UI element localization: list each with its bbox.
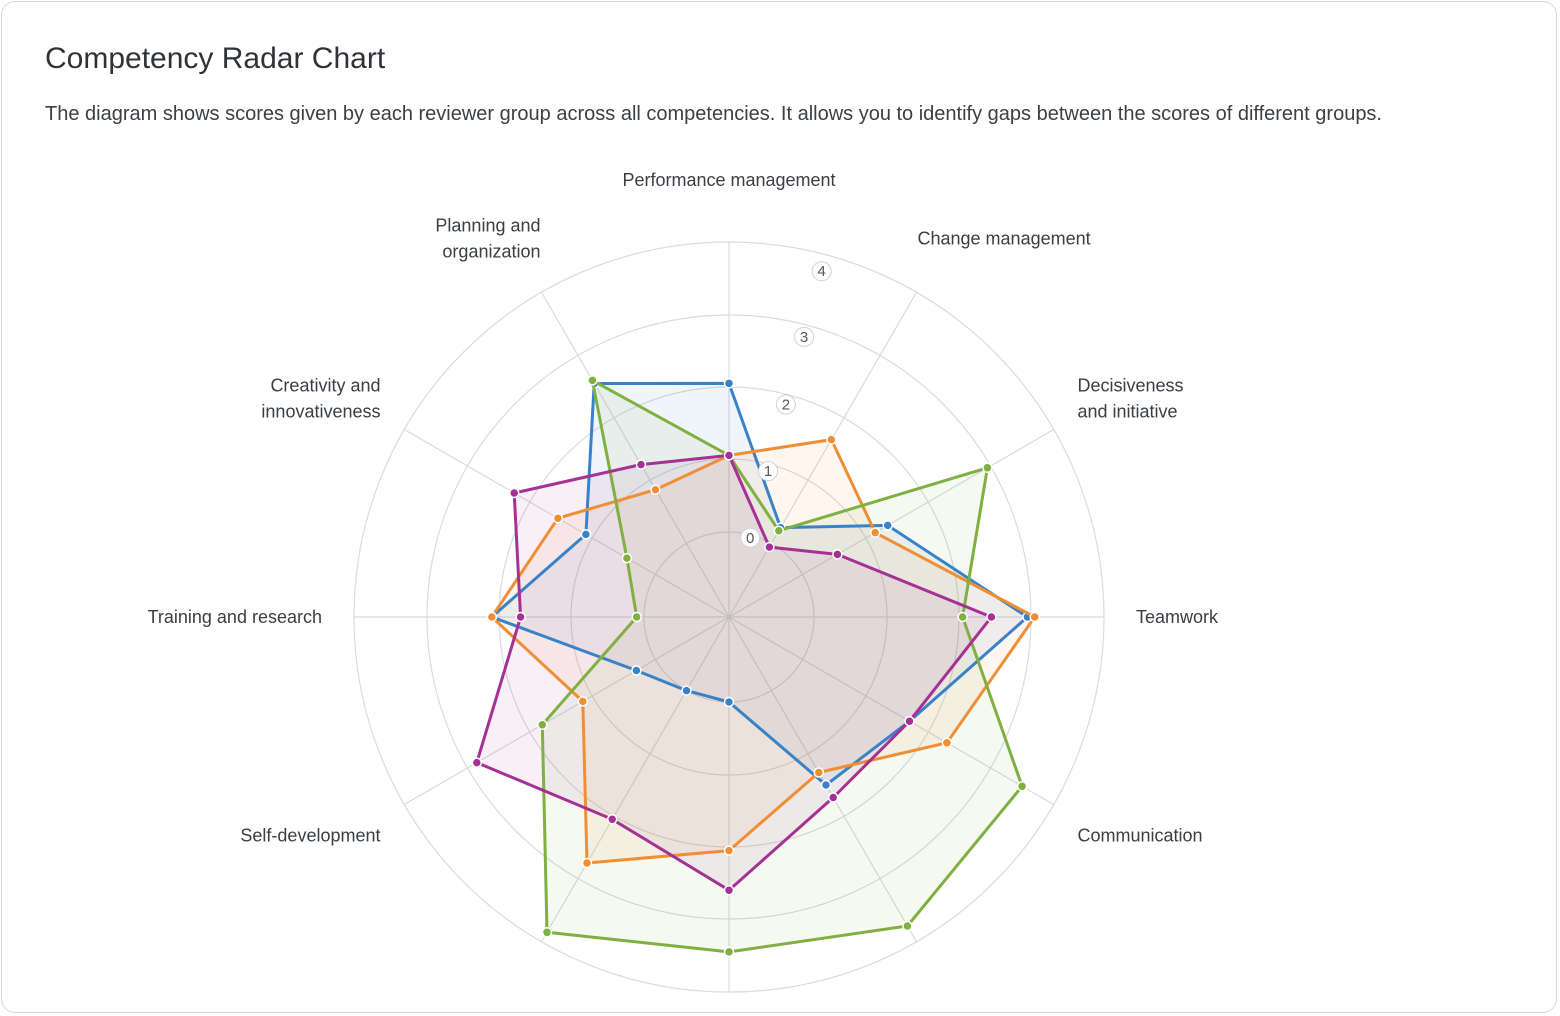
tick-labels: 0 1 2 3 4 — [740, 261, 832, 548]
data-point[interactable] — [986, 611, 997, 623]
axis-spoke — [728, 616, 1055, 806]
data-point[interactable] — [486, 611, 498, 623]
axis-label-5: Communication — [1078, 826, 1203, 846]
data-point[interactable] — [941, 737, 953, 749]
series-area — [476, 455, 992, 891]
series-area — [491, 383, 1028, 785]
tick-label: 1 — [764, 463, 772, 480]
tick-badge — [758, 461, 779, 482]
axis-spoke — [540, 291, 730, 618]
data-point[interactable] — [723, 696, 735, 708]
data-point[interactable] — [773, 525, 785, 536]
data-point[interactable] — [723, 845, 735, 856]
tick-badge — [740, 527, 761, 548]
data-point[interactable] — [1029, 611, 1040, 623]
data-point[interactable] — [882, 520, 893, 531]
data-point[interactable] — [577, 696, 589, 707]
data-point[interactable] — [650, 484, 661, 495]
axis-label-12: organization — [442, 242, 540, 262]
chart-title: Competency Radar Chart — [45, 42, 386, 75]
data-point[interactable] — [723, 450, 735, 461]
axis-label-1: Performance management — [622, 170, 835, 190]
data-point[interactable] — [813, 767, 825, 778]
axis-label-11: Creativity and — [270, 376, 380, 396]
series-2 — [486, 434, 1040, 869]
data-point[interactable] — [902, 920, 913, 932]
axis-label-12: Planning and — [435, 216, 540, 236]
data-point[interactable] — [581, 857, 593, 869]
axis-label-9: Self-development — [240, 826, 380, 846]
data-point[interactable] — [621, 552, 633, 564]
axis-spoke — [403, 428, 730, 618]
axis-label-4: Teamwork — [1136, 607, 1219, 627]
data-point[interactable] — [764, 541, 775, 553]
tick-badge — [811, 261, 832, 282]
chart-description: The diagram shows scores given by each r… — [45, 103, 1382, 125]
data-point[interactable] — [631, 665, 642, 676]
data-point[interactable] — [723, 378, 735, 389]
axis-spoke — [728, 291, 918, 618]
data-point[interactable] — [723, 946, 735, 958]
axis-spoke — [540, 616, 730, 943]
data-point[interactable] — [508, 487, 520, 499]
data-point[interactable] — [723, 884, 735, 896]
tick-label: 0 — [746, 530, 754, 547]
data-point[interactable] — [537, 719, 548, 731]
tick-label: 3 — [800, 329, 808, 346]
axis-label-10: Training and research — [148, 607, 322, 627]
series-3 — [537, 375, 1028, 958]
data-point[interactable] — [631, 611, 642, 623]
series-area — [542, 380, 1023, 952]
axis-label-11: innovativeness — [261, 402, 380, 422]
tick-label: 4 — [818, 263, 826, 280]
data-point[interactable] — [541, 927, 553, 938]
data-point[interactable] — [820, 779, 832, 791]
axis-label-2: Change management — [918, 229, 1091, 249]
series-4 — [471, 450, 997, 896]
data-point[interactable] — [832, 549, 843, 560]
data-point[interactable] — [827, 792, 839, 803]
axis-spoke — [403, 616, 730, 806]
tick-badge — [775, 394, 796, 415]
data-point[interactable] — [957, 611, 968, 623]
data-point[interactable] — [635, 459, 647, 470]
data-point[interactable] — [552, 512, 564, 524]
data-point[interactable] — [681, 685, 692, 696]
data-point[interactable] — [580, 529, 592, 540]
data-point[interactable] — [904, 715, 915, 727]
axis-label-3: Decisiveness — [1078, 376, 1184, 396]
data-point[interactable] — [587, 375, 598, 386]
tick-label: 2 — [782, 397, 790, 414]
data-point[interactable] — [515, 611, 526, 623]
data-point[interactable] — [826, 434, 837, 445]
data-point[interactable] — [606, 814, 618, 825]
axis-label-3: and initiative — [1078, 402, 1178, 422]
axis-spoke — [728, 616, 918, 943]
tick-badge — [794, 326, 815, 347]
category-labels: Performance management Change management D… — [148, 170, 1219, 846]
data-point[interactable] — [471, 757, 483, 768]
data-point[interactable] — [869, 527, 881, 538]
data-point[interactable] — [1016, 781, 1028, 792]
data-point[interactable] — [982, 462, 993, 474]
